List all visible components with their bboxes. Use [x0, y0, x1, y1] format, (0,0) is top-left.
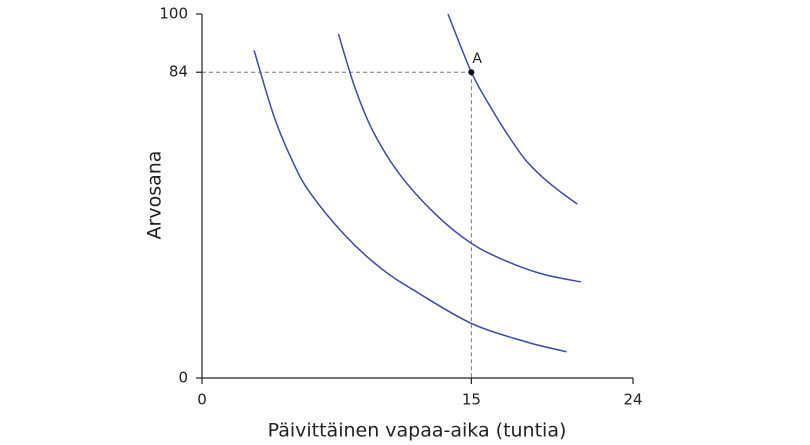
y-tick-label: 100 — [159, 5, 188, 23]
y-tick-label: 84 — [169, 63, 188, 81]
x-tick-label: 15 — [462, 391, 481, 409]
x-axis-label: Päivittäinen vapaa-aika (tuntia) — [268, 420, 567, 442]
point-label: A — [472, 51, 482, 67]
y-axis-label: Arvosana — [144, 151, 166, 240]
x-tick-label: 24 — [623, 391, 642, 409]
point-marker — [468, 69, 475, 76]
indifference-curve — [337, 33, 582, 283]
indifference-curve — [253, 50, 567, 353]
y-tick-label: 0 — [178, 369, 188, 387]
x-tick-label: 0 — [197, 391, 207, 409]
indifference-curve — [447, 13, 578, 205]
